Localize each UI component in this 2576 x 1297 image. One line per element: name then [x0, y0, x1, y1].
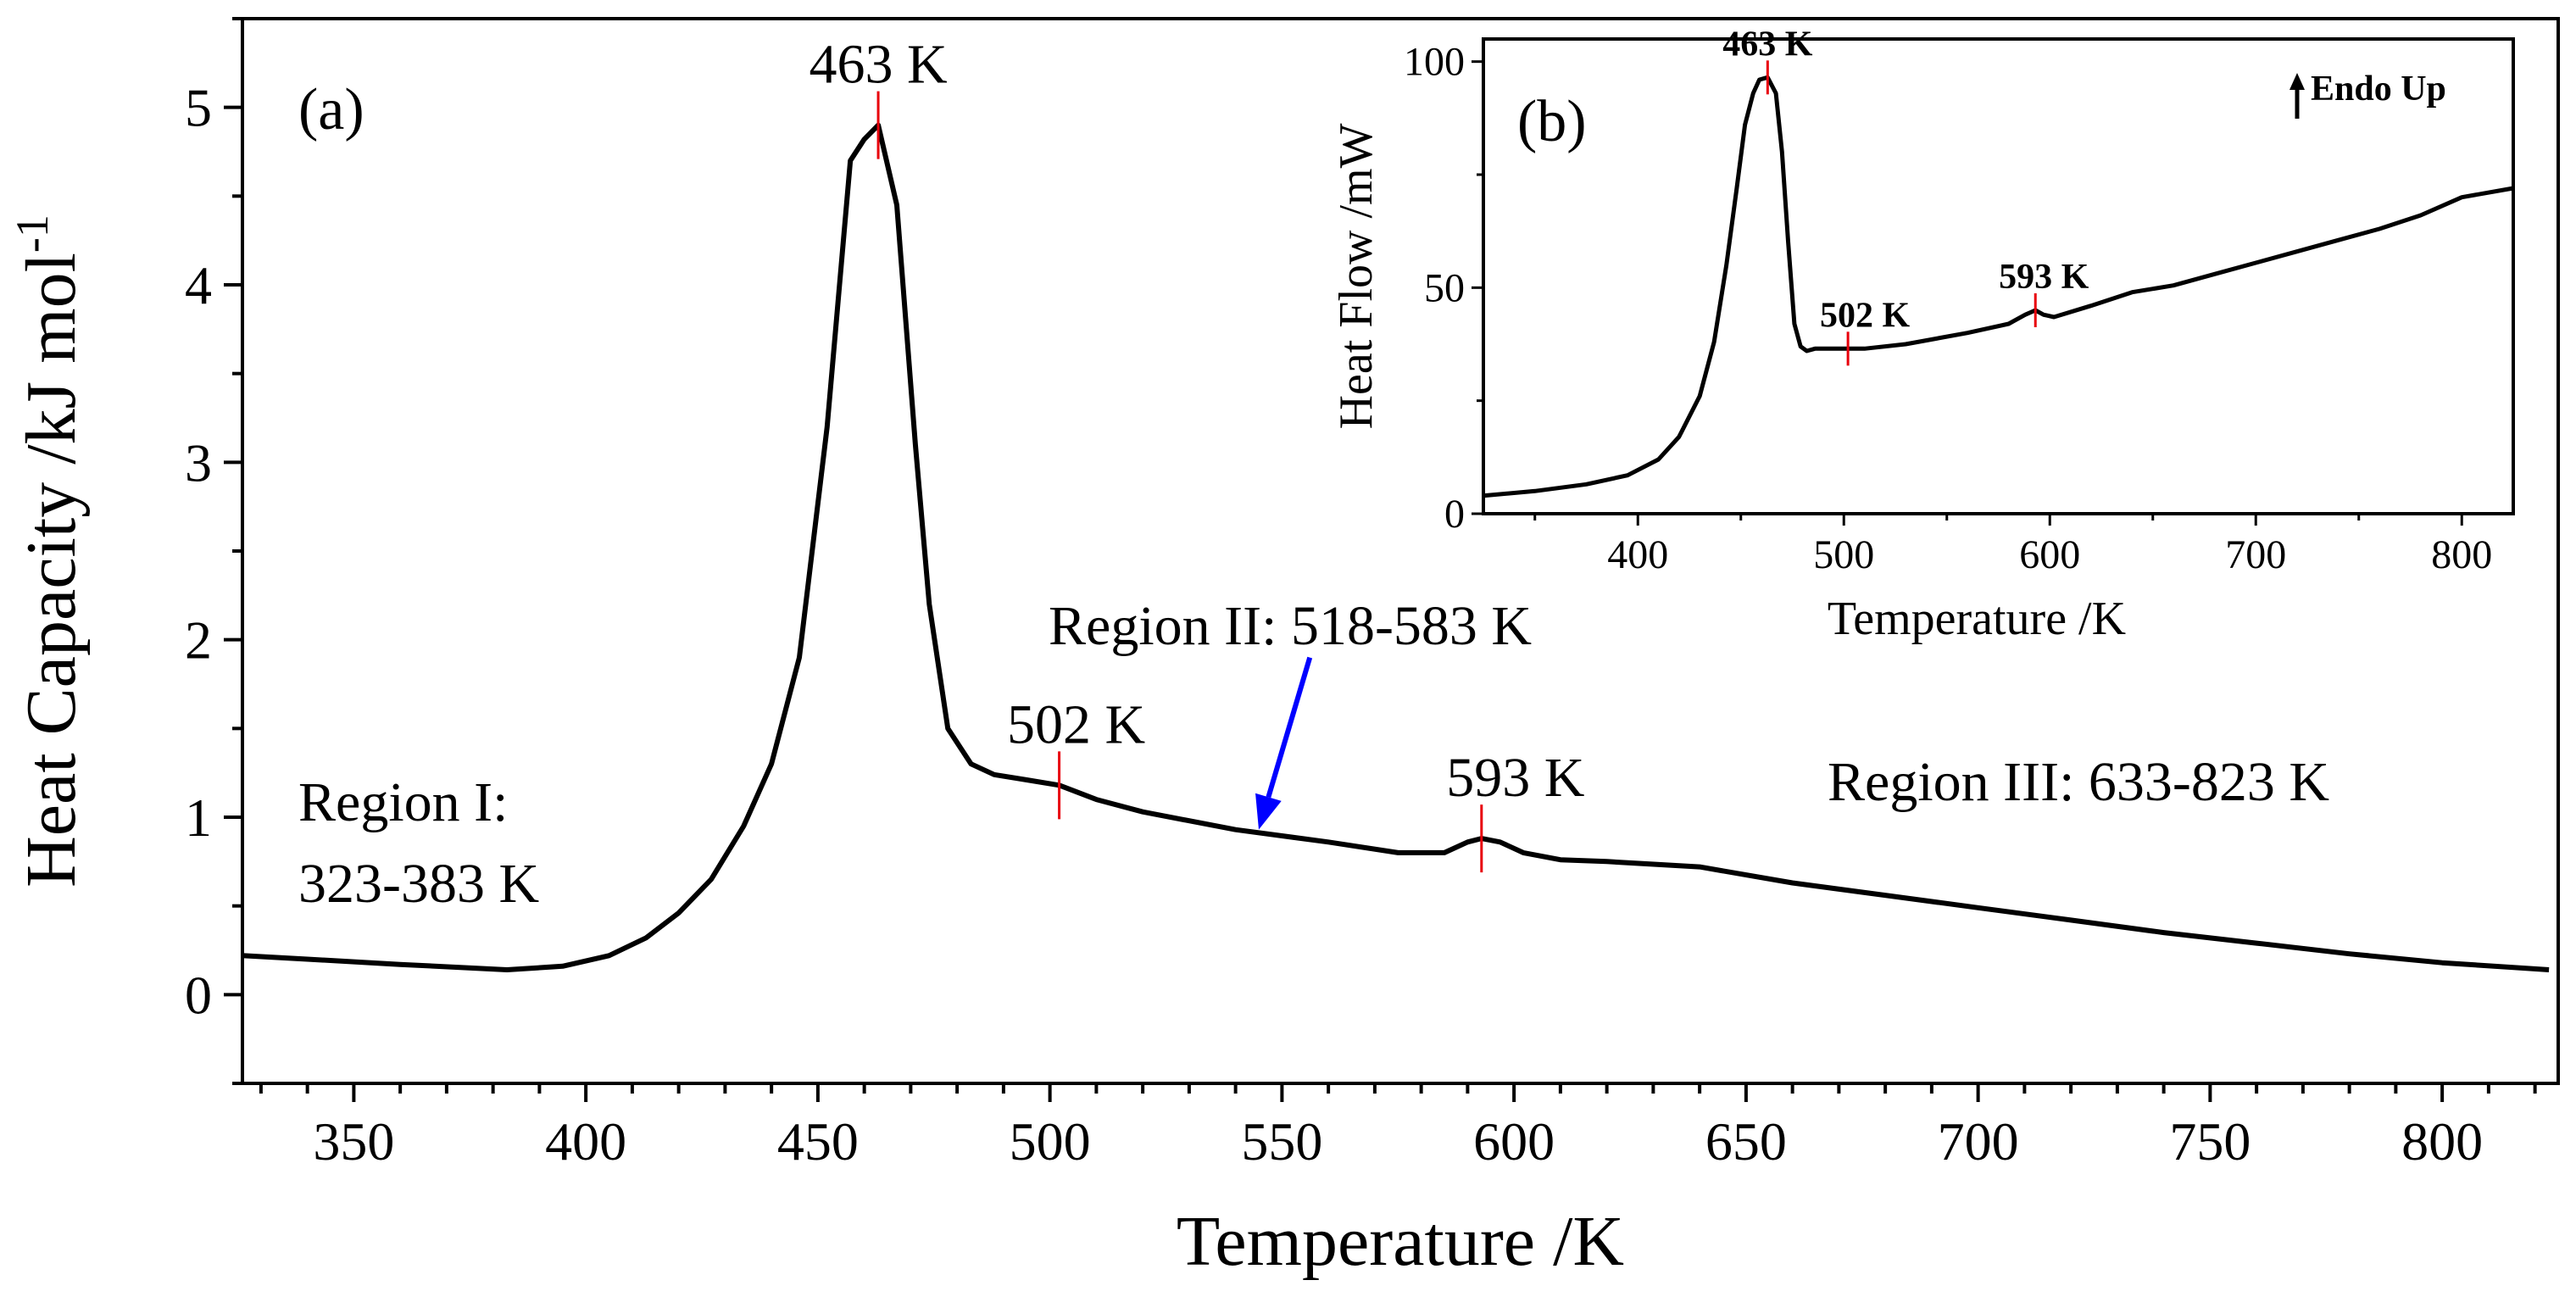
panel-label-b: (b) — [1517, 89, 1587, 154]
region-2-arrow-shaft — [1266, 656, 1313, 799]
main-x-tick-label: 700 — [1938, 1111, 2019, 1172]
main-y-axis-title-superscript: -1 — [7, 214, 58, 253]
main-y-tick-label: 1 — [185, 788, 212, 848]
inset-y-ticks: 0 50 100 — [1404, 40, 1483, 537]
main-marker-label: 593 K — [1446, 747, 1584, 809]
inset-marker-label: 502 K — [1820, 296, 1911, 335]
inset-x-axis-title: Temperature /K — [1828, 593, 2126, 645]
main-marker-label: 502 K — [1007, 693, 1145, 755]
region-1-label-line1: Region I: — [298, 771, 508, 833]
main-x-tick-label: 350 — [313, 1111, 394, 1172]
inset-y-axis-title: Heat Flow /mW — [1330, 123, 1383, 429]
inset-marker-label: 463 K — [1722, 25, 1813, 64]
region-3-label: Region III: 633-823 K — [1828, 751, 2329, 813]
inset-x-tick-label: 400 — [1607, 532, 1668, 577]
region-1-label-line2: 323-383 K — [298, 853, 539, 915]
main-x-axis-title: Temperature /K — [1177, 1202, 1624, 1281]
main-x-tick-label: 500 — [1010, 1111, 1091, 1172]
main-y-axis-title: Heat Capacity /kJ mol-1 — [7, 214, 91, 888]
main-x-tick-label: 400 — [545, 1111, 626, 1172]
inset-marker-label: 593 K — [1999, 258, 2089, 297]
main-y-tick-label: 3 — [185, 432, 212, 493]
endo-up-note: Endo Up — [2289, 70, 2446, 119]
main-y-tick-label: 4 — [185, 255, 212, 315]
main-y-tick-label: 0 — [185, 965, 212, 1025]
main-marker-label: 463 K — [809, 34, 947, 96]
main-y-axis-title-text: Heat Capacity /kJ mol — [12, 253, 91, 888]
main-x-tick-label: 450 — [777, 1111, 859, 1172]
main-y-tick-label: 5 — [185, 78, 212, 138]
inset-x-ticks: 400 500 600 700 800 — [1533, 514, 2492, 577]
inset-x-tick-label: 600 — [2019, 532, 2080, 577]
inset-x-tick-label: 800 — [2431, 532, 2492, 577]
main-x-ticks: 350 400 450 500 550 600 650 700 750 800 — [259, 1083, 2537, 1172]
region-2-label: Region II: 518-583 K — [1049, 595, 1532, 657]
inset-y-tick-label: 0 — [1444, 492, 1465, 537]
inset-peak-markers: 463 K 502 K 593 K — [1722, 25, 2089, 366]
inset-x-tick-label: 500 — [1813, 532, 1874, 577]
inset-x-tick-label: 700 — [2225, 532, 2286, 577]
inset-y-tick-label: 100 — [1404, 40, 1465, 85]
main-y-tick-label: 2 — [185, 610, 212, 671]
endo-up-label: Endo Up — [2311, 70, 2446, 109]
main-x-tick-label: 550 — [1241, 1111, 1322, 1172]
main-x-tick-label: 600 — [1473, 1111, 1555, 1172]
inset-chart: 400 500 600 700 800 0 50 100 463 K 502 K 593 K (… — [1330, 25, 2515, 645]
region-2-arrow-head — [1255, 793, 1282, 830]
main-x-tick-label: 800 — [2401, 1111, 2483, 1172]
main-x-tick-label: 650 — [1705, 1111, 1787, 1172]
panel-label-a: (a) — [298, 77, 364, 142]
region-2-arrow — [1255, 656, 1313, 830]
inset-series-line — [1483, 75, 2514, 498]
endo-up-arrowhead-icon — [2289, 73, 2305, 90]
main-x-tick-label: 750 — [2169, 1111, 2251, 1172]
inset-plot-frame — [1482, 37, 2515, 515]
inset-y-tick-label: 50 — [1424, 265, 1465, 310]
main-y-ticks: 0 1 2 3 4 5 — [185, 17, 242, 1085]
main-series-line — [242, 122, 2550, 972]
main-peak-markers: 463 K 502 K 593 K — [809, 34, 1584, 873]
